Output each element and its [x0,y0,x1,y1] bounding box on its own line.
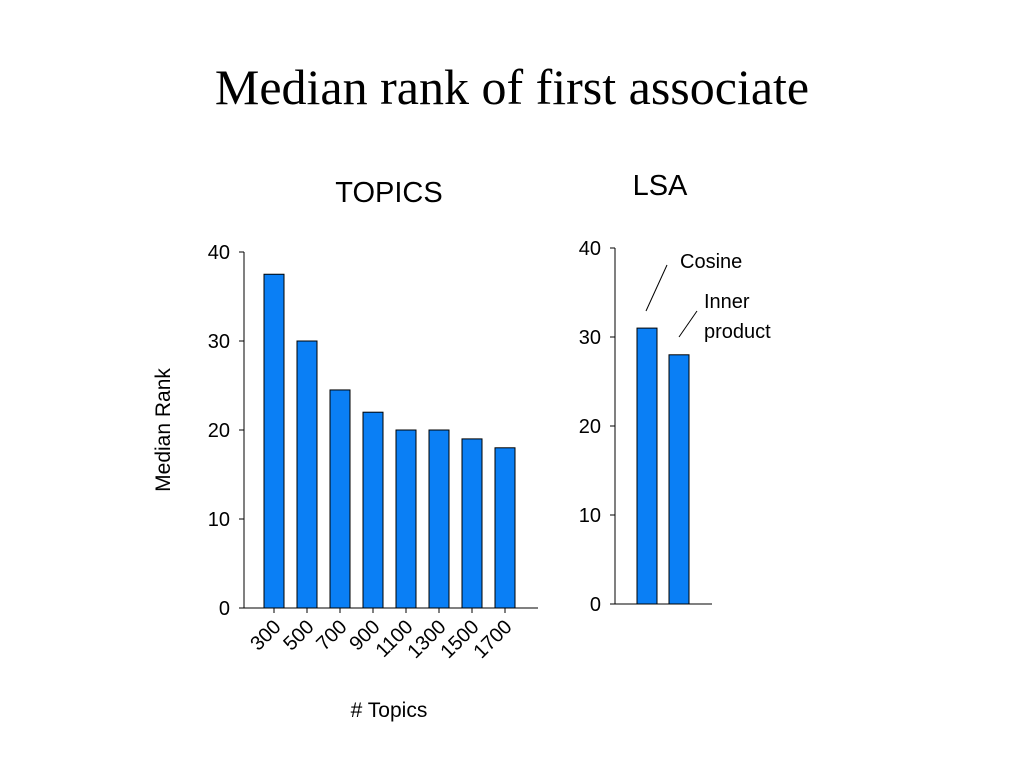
topics-y-tick-label: 30 [208,331,230,353]
lsa-annotation-line: Cosine [680,251,742,273]
lsa-y-tick-label: 0 [590,594,601,616]
topics-bar [329,389,351,609]
lsa-bar [668,354,690,605]
slide-title: Median rank of first associate [214,59,810,115]
lsa-y-tick-label: 10 [579,505,601,527]
lsa-y-tick-label: 20 [579,416,601,438]
topics-x-tick-label: 700 [312,616,351,655]
topics-y-tick-label: 40 [208,242,230,264]
topics-bar [296,340,318,609]
lsa-chart-title: LSA [633,170,688,202]
topics-y-tick-label: 10 [208,509,230,531]
lsa-chart: LSA 0 10 20 30 40 Cosine Inner product [579,170,771,616]
topics-y-axis-label: Median Rank [152,368,175,492]
topics-bar [362,411,384,609]
topics-x-tick-label: 1700 [470,616,517,663]
lsa-bar [636,327,658,605]
topics-bar [461,438,483,609]
topics-x-tick-label: 300 [246,616,285,655]
topics-x-tick-label: 500 [279,616,318,655]
topics-bar [395,429,417,609]
topics-bar [263,273,285,609]
lsa-annotation: Cosine [680,251,742,273]
topics-y-tick-label: 20 [208,420,230,442]
topics-bar [428,429,450,609]
lsa-y-tick-label: 30 [579,327,601,349]
topics-bar [494,447,516,609]
topics-x-axis-label: # Topics [351,699,428,722]
topics-chart: TOPICS # Topics Median Rank 0 10 20 30 40 300… [152,177,538,722]
lsa-y-tick-label: 40 [579,238,601,260]
lsa-annotation: Inner product [704,291,771,343]
lsa-annotation-line: product [704,321,771,343]
lsa-annotation-leader [645,264,668,312]
topics-y-tick-label: 0 [219,598,230,620]
lsa-annotation-line: Inner [704,291,750,313]
topics-chart-title: TOPICS [335,177,442,209]
lsa-annotation-leader [678,310,698,338]
